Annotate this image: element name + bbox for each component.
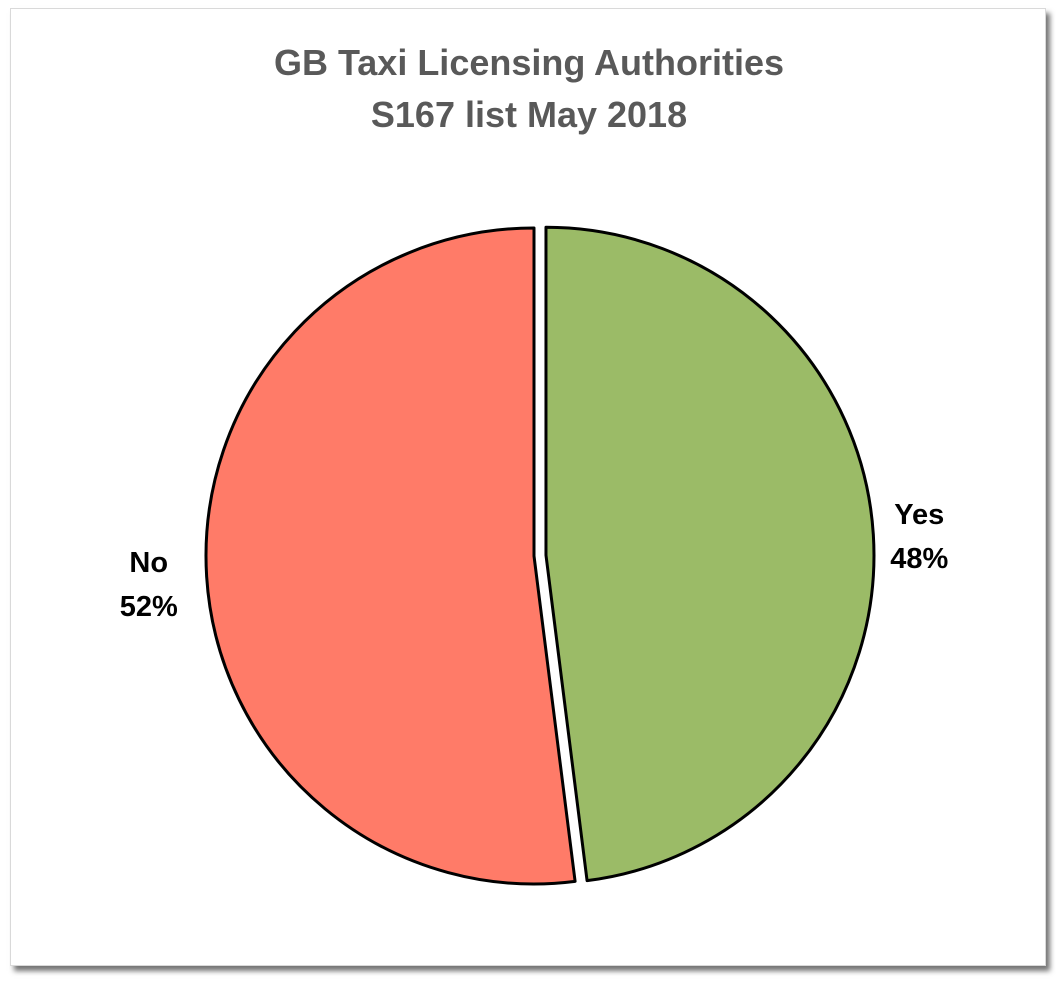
slice-label-no: No 52%: [120, 547, 178, 623]
slice-percent-label: 52%: [120, 591, 178, 623]
slice-label-yes: Yes 48%: [890, 499, 948, 575]
slice-category-label: No: [129, 547, 168, 579]
pie-slice-no: [204, 226, 577, 886]
chart-title: GB Taxi Licensing Authorities: [273, 42, 785, 83]
pie-slice-yes: [544, 225, 876, 883]
slice-category-label: Yes: [894, 499, 944, 531]
slice-percent-label: 48%: [890, 543, 948, 575]
chart-subtitle: S167 list May 2018: [370, 94, 688, 135]
